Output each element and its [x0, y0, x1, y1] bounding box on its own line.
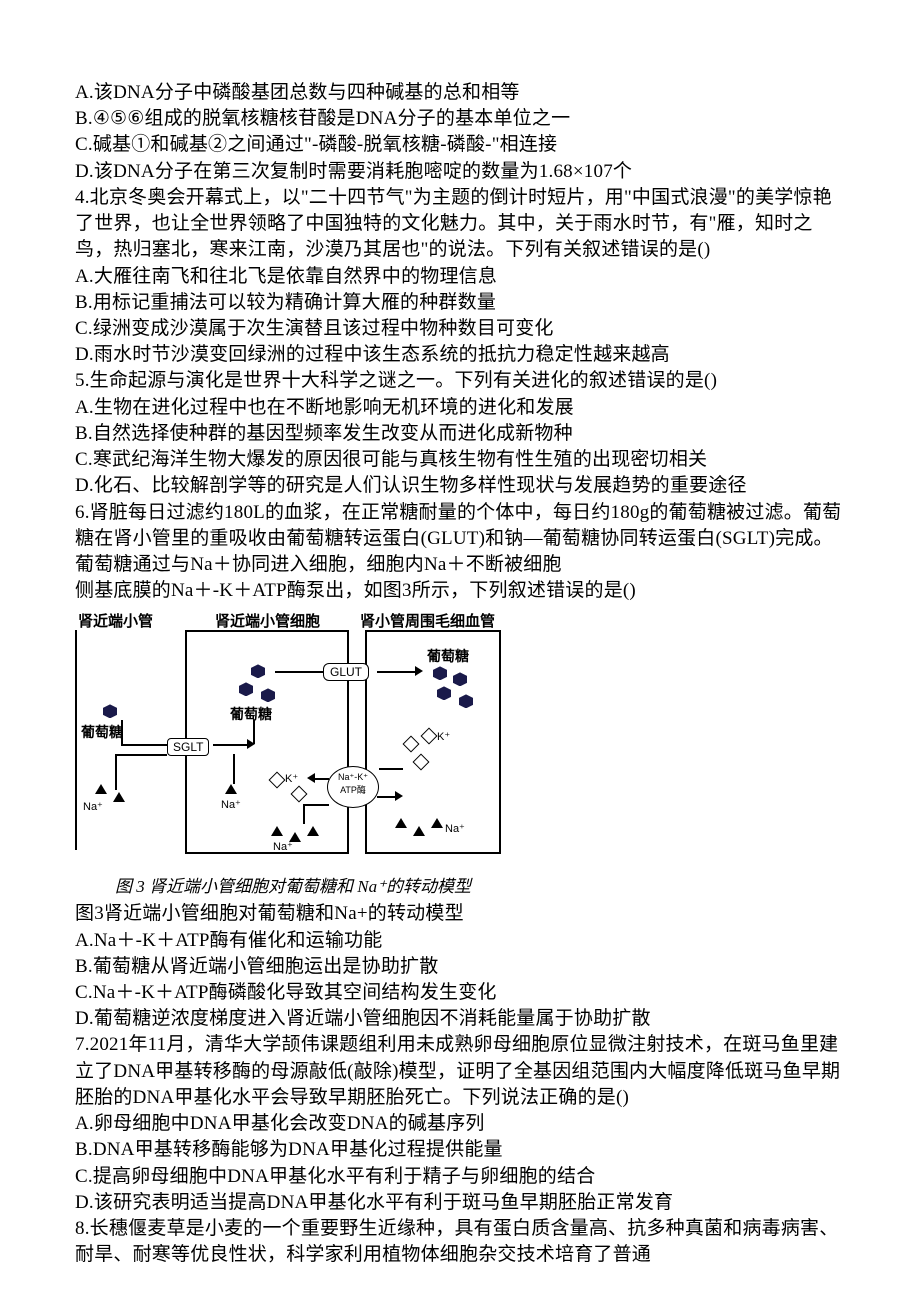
- glucose-label-right: 葡萄糖: [427, 646, 469, 666]
- text-line: D.葡萄糖逆浓度梯度进入肾近端小管细胞因不消耗能量属于协助扩散: [75, 1006, 845, 1032]
- text-line: 5.生命起源与演化是世界十大科学之谜之一。下列有关进化的叙述错误的是(): [75, 368, 845, 394]
- text-line: B.④⑤⑥组成的脱氧核糖核苷酸是DNA分子的基本单位之一: [75, 106, 845, 132]
- text-line: 6.肾脏每日过滤约180L的血浆，在正常糖耐量的个体中，每日约180g的葡萄糖被…: [75, 500, 845, 579]
- na-icon: [113, 792, 125, 802]
- arrow: [379, 768, 403, 770]
- text-line: A.该DNA分子中磷酸基团总数与四种碱基的总和相等: [75, 80, 845, 106]
- glucose-label-cell: 葡萄糖: [230, 704, 272, 724]
- na-icon: [271, 826, 283, 836]
- text-line: 7.2021年11月，清华大学颉伟课题组利用未成熟卵母细胞原位显微注射技术，在斑…: [75, 1032, 845, 1111]
- arrowhead: [415, 666, 423, 676]
- label-left: 肾近端小管: [78, 610, 153, 631]
- na-label: Na⁺: [83, 800, 103, 813]
- text-line: B.DNA甲基转移酶能够为DNA甲基化过程提供能量: [75, 1137, 845, 1163]
- text-line: B.自然选择使种群的基因型频率发生改变从而进化成新物种: [75, 421, 845, 447]
- figure-caption-plain: 图3肾近端小管细胞对葡萄糖和Na+的转动模型: [75, 901, 845, 927]
- glucose-label-lumen: 葡萄糖: [81, 722, 123, 742]
- na-icon: [307, 826, 319, 836]
- text-line: C.提高卵母细胞中DNA甲基化水平有利于精子与卵细胞的结合: [75, 1164, 845, 1190]
- glut-transporter: GLUT: [323, 663, 369, 681]
- kidney-tubule-diagram: 肾近端小管 肾近端小管细胞 肾小管周围毛细血管 GLUT 葡萄糖: [75, 608, 505, 868]
- text-line: D.雨水时节沙漠变回绿洲的过程中该生态系统的抵抗力稳定性越来越高: [75, 342, 845, 368]
- arrow: [121, 720, 123, 744]
- text-line: 4.北京冬奥会开幕式上，以"二十四节气"为主题的倒计时短片，用"中国式浪漫"的美…: [75, 185, 845, 264]
- text-line: D.该DNA分子在第三次复制时需要消耗胞嘧啶的数量为1.68×107个: [75, 159, 845, 185]
- arrowhead: [307, 773, 315, 783]
- text-line: D.该研究表明适当提高DNA甲基化水平有利于斑马鱼早期胚胎正常发育: [75, 1190, 845, 1216]
- na-icon: [395, 818, 407, 828]
- arrow: [303, 804, 329, 806]
- arrow: [303, 804, 305, 824]
- arrow: [233, 754, 235, 784]
- k-label: K⁺: [285, 772, 298, 785]
- label-mid: 肾近端小管细胞: [215, 610, 320, 631]
- na-label: Na⁺: [273, 840, 293, 853]
- text-line: A.生物在进化过程中也在不断地影响无机环境的进化和发展: [75, 395, 845, 421]
- text-line: B.葡萄糖从肾近端小管细胞运出是协助扩散: [75, 954, 845, 980]
- figure-container: 肾近端小管 肾近端小管细胞 肾小管周围毛细血管 GLUT 葡萄糖: [75, 608, 845, 897]
- k-label: K⁺: [437, 730, 450, 743]
- arrowhead: [395, 791, 403, 801]
- text-line: B.用标记重捕法可以较为精确计算大雁的种群数量: [75, 290, 845, 316]
- na-label: Na⁺: [221, 798, 241, 811]
- text-line: 侧基底膜的Na＋-K＋ATP酶泵出，如图3所示，下列叙述错误的是(): [75, 578, 845, 604]
- arrow: [213, 744, 249, 746]
- text-line: A.Na＋-K＋ATP酶有催化和运输功能: [75, 928, 845, 954]
- glucose-icon: [103, 704, 117, 718]
- figure-caption-italic: 图 3 肾近端小管细胞对葡萄糖和 Na⁺的转动模型: [115, 872, 845, 897]
- arrow: [115, 754, 167, 756]
- text-line: C.碱基①和碱基②之间通过"-磷酸-脱氧核糖-磷酸-"相连接: [75, 132, 845, 158]
- text-line: A.大雁往南飞和往北飞是依靠自然界中的物理信息: [75, 264, 845, 290]
- na-label: Na⁺: [445, 822, 465, 835]
- arrow: [275, 671, 323, 673]
- na-icon: [95, 784, 107, 794]
- arrow: [253, 720, 255, 744]
- arrow: [377, 671, 417, 673]
- sglt-transporter: SGLT: [167, 738, 209, 756]
- text-line: C.绿洲变成沙漠属于次生演替且该过程中物种数目可变化: [75, 316, 845, 342]
- label-right: 肾小管周围毛细血管: [360, 610, 495, 631]
- text-line: D.化石、比较解剖学等的研究是人们认识生物多样性现状与发展趋势的重要途径: [75, 473, 845, 499]
- arrow: [121, 744, 167, 746]
- atpase-label-bot: ATP酶: [328, 784, 378, 797]
- arrow: [315, 778, 329, 780]
- na-icon: [431, 818, 443, 828]
- line: [75, 630, 77, 850]
- text-line: A.卵母细胞中DNA甲基化会改变DNA的碱基序列: [75, 1111, 845, 1137]
- text-line: C.寒武纪海洋生物大爆发的原因很可能与真核生物有性生殖的出现密切相关: [75, 447, 845, 473]
- atpase-label-top: Na⁺-K⁺: [328, 771, 378, 784]
- arrow: [115, 754, 117, 790]
- na-icon: [225, 784, 237, 794]
- arrow: [377, 796, 397, 798]
- na-icon: [413, 826, 425, 836]
- text-line: 8.长穗偃麦草是小麦的一个重要野生近缘种，具有蛋白质含量高、抗多种真菌和病毒病害…: [75, 1216, 845, 1268]
- document-page: A.该DNA分子中磷酸基团总数与四种碱基的总和相等 B.④⑤⑥组成的脱氧核糖核苷…: [0, 0, 920, 1308]
- text-line: C.Na＋-K＋ATP酶磷酸化导致其空间结构发生变化: [75, 980, 845, 1006]
